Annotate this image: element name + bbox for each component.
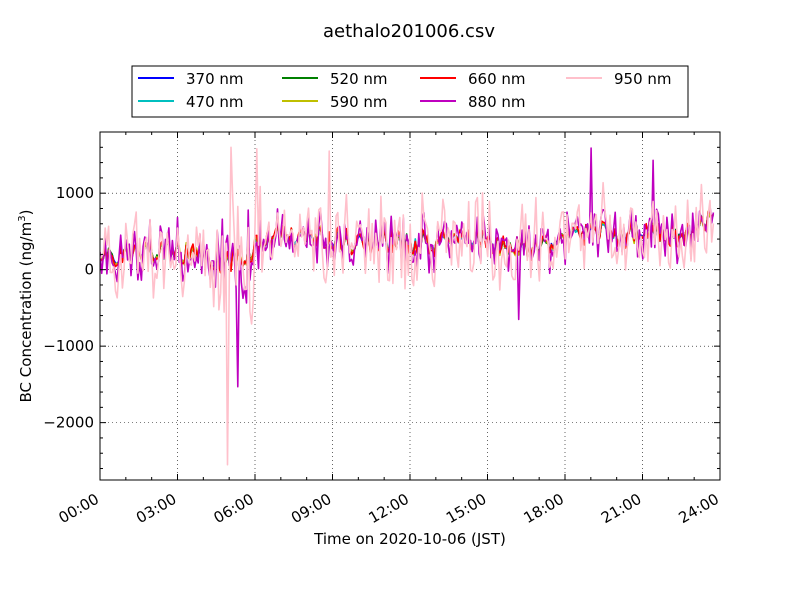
x-tick-label: 18:00 <box>521 490 567 527</box>
y-tick-label: −2000 <box>43 414 94 432</box>
legend-entry: 470 nm <box>138 93 244 111</box>
x-tick-label: 21:00 <box>598 490 644 527</box>
legend-entry: 880 nm <box>420 93 526 111</box>
legend-entry: 520 nm <box>282 70 388 88</box>
legend-label: 660 nm <box>468 70 526 88</box>
x-tick-label: 06:00 <box>211 490 257 527</box>
chart-title: aethalo201006.csv <box>323 21 495 42</box>
legend-entry: 950 nm <box>566 70 672 88</box>
y-axis-label-tail: ) <box>17 210 35 216</box>
legend-label: 590 nm <box>330 93 388 111</box>
legend-box <box>131 65 689 118</box>
legend-label: 880 nm <box>468 93 526 111</box>
y-axis-label: BC Concentration (ng/m3) <box>17 210 35 403</box>
x-tick-label: 24:00 <box>676 490 722 527</box>
x-tick-label: 15:00 <box>443 490 489 527</box>
legend-label: 950 nm <box>614 70 672 88</box>
axis-ticks <box>99 131 721 480</box>
plot-area <box>100 146 715 466</box>
y-tick-labels: −2000 −1000 0 1000 <box>43 184 94 431</box>
legend-entry: 660 nm <box>420 70 526 88</box>
x-tick-labels: 00:00 03:00 06:00 09:00 12:00 15:00 18:00 21:00… <box>56 490 722 527</box>
x-tick-label: 12:00 <box>366 490 412 527</box>
x-tick-label: 03:00 <box>133 490 179 527</box>
x-tick-label: 00:00 <box>56 490 102 527</box>
y-axis-label-sup: 3 <box>17 215 28 221</box>
legend-entry: 590 nm <box>282 93 388 111</box>
y-tick-label: 1000 <box>56 184 94 202</box>
x-tick-label: 09:00 <box>288 490 334 527</box>
x-axis-label: Time on 2020-10-06 (JST) <box>313 530 506 548</box>
legend: 370 nm 470 nm 520 nm 590 nm 660 nm 880 nm 950 … <box>131 65 689 118</box>
series-line-880-nm <box>100 147 715 388</box>
legend-label: 520 nm <box>330 70 388 88</box>
y-tick-label: −1000 <box>43 337 94 355</box>
series-line-950-nm <box>100 146 715 466</box>
legend-entry: 370 nm <box>138 70 244 88</box>
grid <box>100 132 720 480</box>
y-tick-label: 0 <box>84 261 94 279</box>
legend-label: 370 nm <box>186 70 244 88</box>
legend-label: 470 nm <box>186 93 244 111</box>
y-axis-label-main: BC Concentration (ng/m <box>17 222 35 403</box>
